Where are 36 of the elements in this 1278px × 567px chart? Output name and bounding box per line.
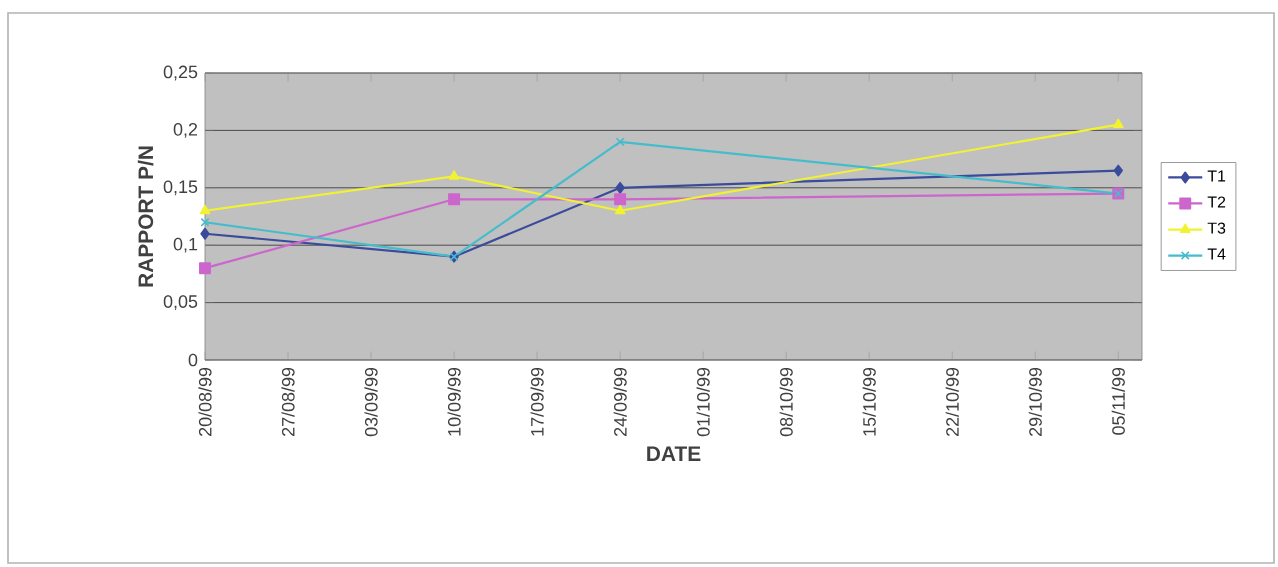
point [614,204,626,215]
x-axis-title: DATE [647,446,701,461]
x-tick-label: 29/10/99 [1028,367,1042,436]
x-tick-label: 20/08/99 [198,367,212,436]
x-tick-label: 15/10/99 [862,367,876,436]
point [200,217,210,227]
point [448,193,461,206]
legend-label: T2 [1207,196,1226,208]
point [1113,118,1124,129]
point [614,193,627,206]
point [200,227,210,240]
x-tick-label: 03/09/99 [364,367,378,437]
x-tick-label: 22/10/99 [945,367,959,436]
legend-label: T1 [1207,170,1226,182]
point [615,137,625,147]
x-tick-label: 01/10/99 [696,367,710,437]
point [199,262,211,275]
legend-label: T4 [1207,248,1226,260]
x-tick-label: 24/09/99 [613,367,627,436]
y-tick-label: 0,2 [173,122,198,138]
point [1113,164,1123,177]
point [615,181,625,194]
legend-label: T3 [1207,222,1226,234]
y-tick-label: 0,05 [163,295,198,310]
x-tick-label: 17/09/99 [530,367,544,436]
point [448,170,460,180]
y-tick-label: 0,25 [163,65,198,81]
y-tick-label: 0,1 [173,237,198,253]
y-tick-label: 0 [188,353,198,367]
x-tick-label: 10/09/99 [447,367,461,436]
point [199,204,211,215]
x-tick-label: 05/11/99 [1111,367,1125,435]
y-tick-label: 0,15 [163,180,198,196]
x-tick-label: 27/08/99 [281,367,295,436]
x-tick-label: 08/10/99 [779,367,793,437]
y-axis-title: RAPPORT P/N [137,146,154,287]
